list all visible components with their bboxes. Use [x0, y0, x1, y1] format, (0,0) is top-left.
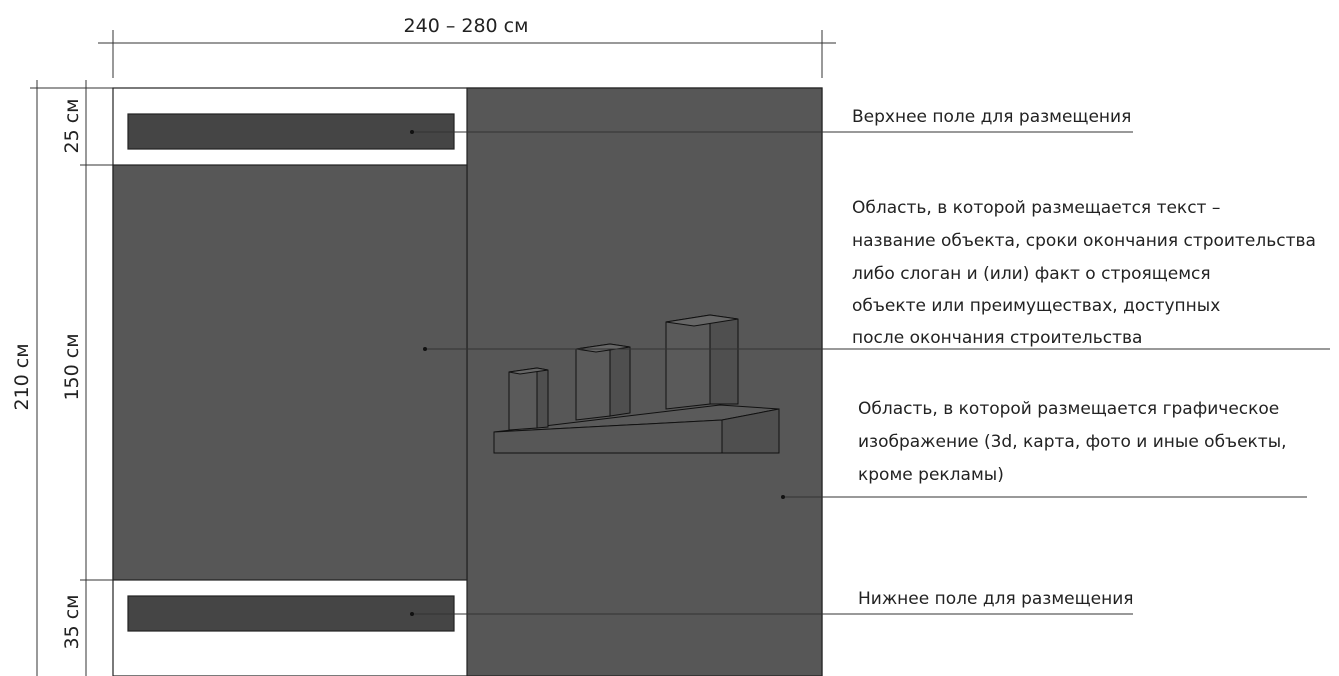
bottom-field-height-label: 35 см: [61, 595, 83, 650]
buildings-illustration: [493, 314, 780, 454]
top-field-bar: [127, 113, 455, 150]
middle-field-height-label: 150 см: [61, 333, 83, 400]
building-small-top: [508, 367, 549, 375]
image-area-label-line: Область, в которой размещается графическ…: [858, 399, 1279, 419]
leader-lines: [410, 130, 1330, 616]
building-small-side: [536, 367, 549, 429]
leader-text-area-dot: [423, 347, 427, 351]
bottom-field-bar: [127, 595, 455, 632]
text-area-label: Область, в которой размещается текст – н…: [852, 198, 1316, 348]
building-medium-top: [575, 343, 631, 353]
building-tall-side: [709, 314, 739, 405]
building-tall-top: [665, 314, 739, 327]
text-area-label-line: после окончания строительства: [852, 328, 1142, 348]
leader-image-area-dot: [781, 495, 785, 499]
text-area-label-line: Область, в которой размещается текст –: [852, 198, 1220, 218]
text-area-label-line: либо слоган и (или) факт о строящемся: [852, 264, 1211, 284]
building-small-front: [508, 367, 538, 431]
platform-side: [721, 408, 780, 454]
text-area-label-line: название объекта, сроки окончания строит…: [852, 231, 1316, 251]
width-dimension: 240 – 280 см: [98, 15, 836, 78]
top-field-height-label: 25 см: [61, 99, 83, 154]
top-field-label: Верхнее поле для размещения: [852, 107, 1131, 127]
width-dimension-label: 240 – 280 см: [404, 15, 529, 37]
text-area: [112, 164, 468, 581]
bottom-field-label: Нижнее поле для размещения: [858, 589, 1133, 609]
leader-top-field-dot: [410, 130, 414, 134]
building-medium-side: [609, 343, 631, 417]
image-area-label-line: изображение (3d, карта, фото и иные объе…: [858, 432, 1287, 452]
building-medium-front: [575, 343, 611, 421]
image-area-label-line: кроме рекламы): [858, 465, 1004, 485]
building-tall-front: [665, 314, 711, 410]
image-area-label: Область, в которой размещается графическ…: [858, 399, 1287, 485]
leader-bottom-field-dot: [410, 612, 414, 616]
height-dimensions: 210 см 25 см 150 см 35 см: [11, 80, 113, 676]
total-height-label: 210 см: [11, 343, 33, 410]
text-area-label-line: объекте или преимуществах, доступных: [852, 296, 1220, 316]
